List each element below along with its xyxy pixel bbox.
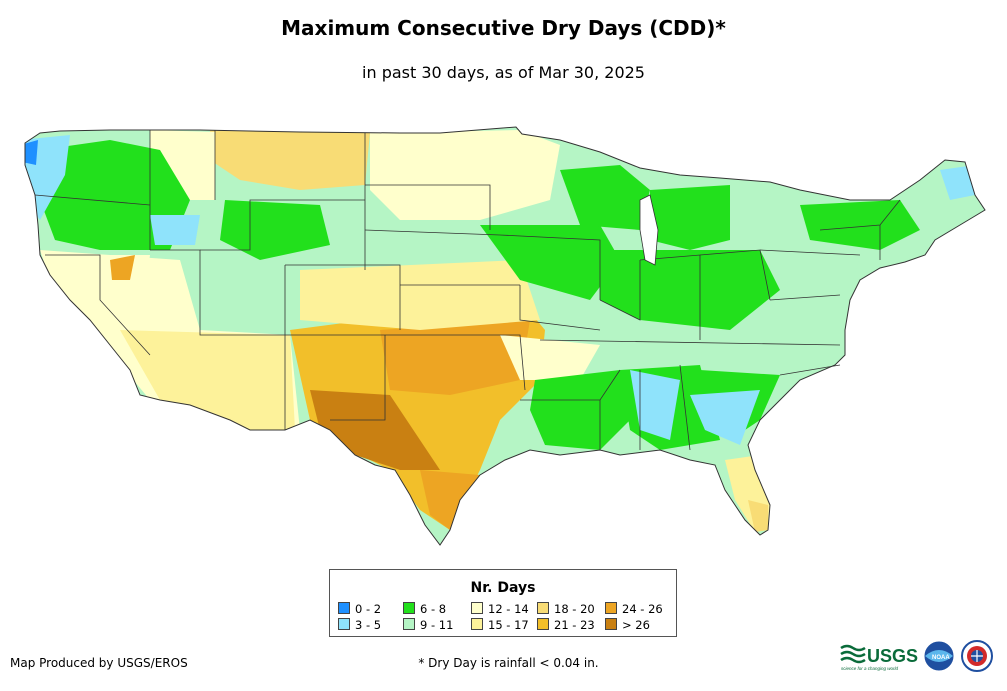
map-title: Maximum Consecutive Dry Days (CDD)* <box>281 16 726 40</box>
legend-swatch <box>537 602 549 614</box>
legend-item: 18 - 20 <box>537 602 595 616</box>
legend-swatch <box>338 618 350 630</box>
legend-swatch <box>471 602 483 614</box>
agency-logos: USGS science for a changing world NOAA <box>840 640 993 672</box>
legend-item: 6 - 8 <box>403 602 446 616</box>
weather-service-logo <box>961 640 993 672</box>
svg-text:NOAA: NOAA <box>932 655 950 661</box>
noaa-logo: NOAA <box>923 640 955 672</box>
legend-swatch <box>537 618 549 630</box>
legend-swatch <box>605 618 617 630</box>
legend: Nr. Days 0 - 2 3 - 5 6 - 8 9 - 11 12 - 1… <box>329 569 677 637</box>
legend-swatch <box>605 602 617 614</box>
legend-item: 24 - 26 <box>605 602 663 616</box>
legend-swatch <box>403 618 415 630</box>
svg-text:science for a changing world: science for a changing world <box>841 666 899 671</box>
legend-item: > 26 <box>605 618 650 632</box>
legend-item: 12 - 14 <box>471 602 529 616</box>
legend-item: 0 - 2 <box>338 602 381 616</box>
legend-swatch <box>403 602 415 614</box>
legend-title: Nr. Days <box>470 580 536 596</box>
legend-item: 21 - 23 <box>537 618 595 632</box>
legend-item: 9 - 11 <box>403 618 453 632</box>
legend-item: 3 - 5 <box>338 618 381 632</box>
dry-day-note: * Dry Day is rainfall < 0.04 in. <box>418 656 599 670</box>
usgs-logo: USGS science for a changing world <box>840 644 918 671</box>
svg-text:USGS: USGS <box>867 646 918 666</box>
map-credit: Map Produced by USGS/EROS <box>10 656 188 670</box>
legend-swatch <box>471 618 483 630</box>
map-subtitle: in past 30 days, as of Mar 30, 2025 <box>362 63 645 82</box>
legend-item: 15 - 17 <box>471 618 529 632</box>
legend-swatch <box>338 602 350 614</box>
